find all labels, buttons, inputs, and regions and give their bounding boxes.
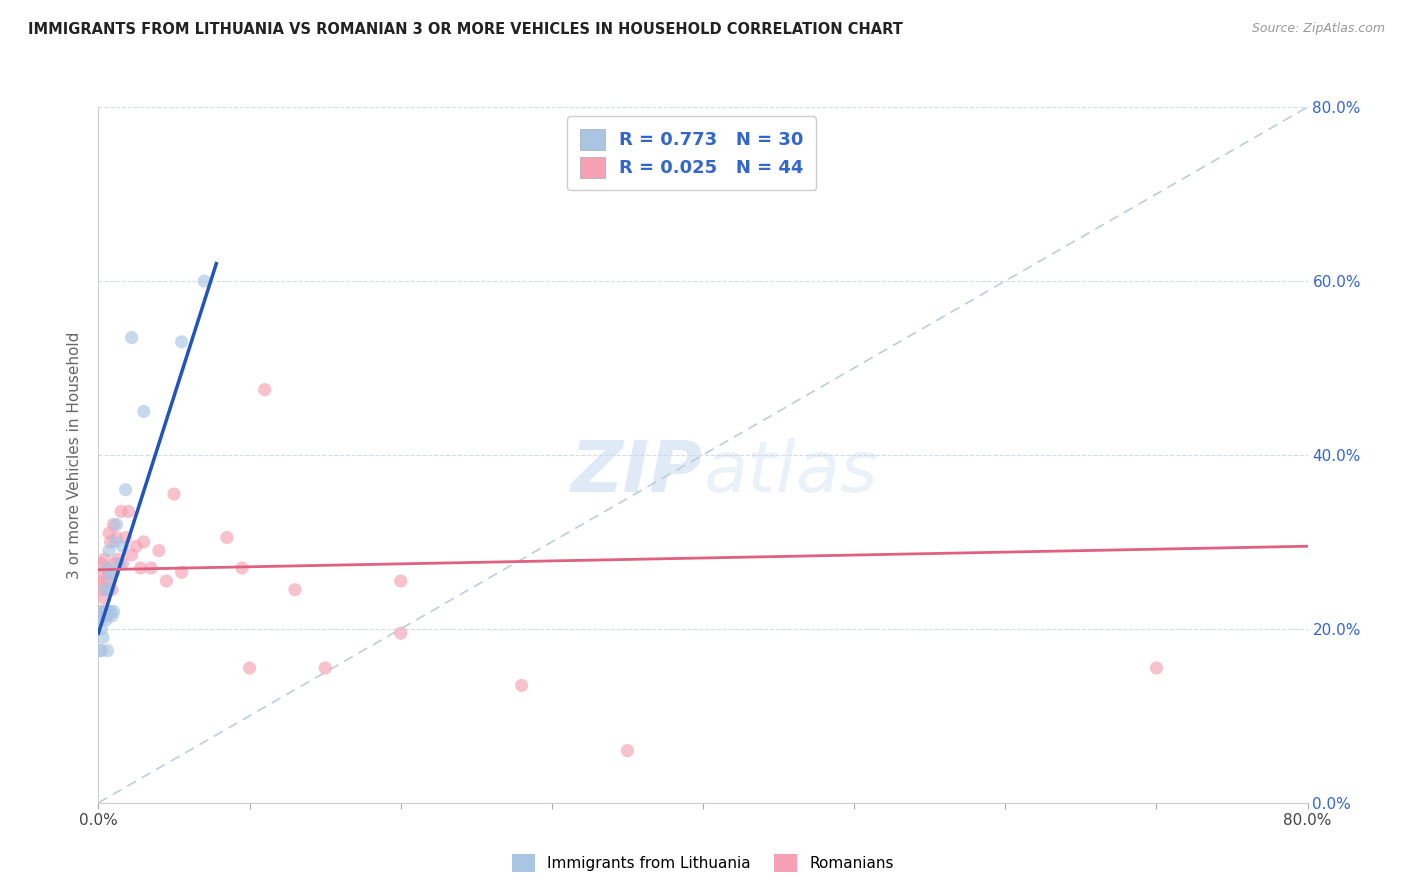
Point [100,605,122,619]
Point [284,582,307,597]
Point [89,613,111,627]
Point [114,483,136,497]
Text: atlas: atlas [703,438,877,507]
Point [98,526,121,541]
Point [91,631,114,645]
Point [103,566,125,580]
Y-axis label: 3 or more Vehicles in Household: 3 or more Vehicles in Household [67,331,83,579]
Point [389,626,412,640]
Point [98,582,121,597]
Point [253,383,276,397]
Point [104,534,127,549]
Point [91,605,114,619]
Point [94,582,117,597]
Point [163,487,186,501]
Point [231,561,253,575]
Point [101,582,124,597]
Point [129,561,152,575]
Point [96,643,118,657]
Text: Source: ZipAtlas.com: Source: ZipAtlas.com [1251,22,1385,36]
Point [104,557,127,571]
Point [105,517,128,532]
Point [193,274,215,288]
Point [89,570,111,584]
Point [89,605,111,619]
Point [111,539,134,553]
Point [215,531,238,545]
Point [114,531,136,545]
Point [105,531,128,545]
Point [170,566,193,580]
Point [100,570,122,584]
Point [108,557,131,571]
Point [98,605,121,619]
Point [90,643,112,657]
Legend: Immigrants from Lithuania, Romanians: Immigrants from Lithuania, Romanians [505,846,901,880]
Point [94,608,117,623]
Point [93,605,115,619]
Point [96,608,118,623]
Point [118,504,141,518]
Point [111,557,134,571]
Point [314,661,336,675]
Point [389,574,412,588]
Legend: R = 0.773   N = 30, R = 0.025   N = 44: R = 0.773 N = 30, R = 0.025 N = 44 [567,116,817,190]
Point [94,613,117,627]
Point [94,582,117,597]
Point [101,608,124,623]
Point [98,566,121,580]
Point [91,608,114,623]
Point [100,534,122,549]
Point [94,561,117,575]
Point [96,574,118,588]
Point [148,543,170,558]
Point [616,744,638,758]
Point [93,591,115,606]
Point [103,517,125,532]
Point [239,661,262,675]
Point [96,561,118,575]
Text: IMMIGRANTS FROM LITHUANIA VS ROMANIAN 3 OR MORE VEHICLES IN HOUSEHOLD CORRELATIO: IMMIGRANTS FROM LITHUANIA VS ROMANIAN 3 … [28,22,903,37]
Point [1144,661,1167,675]
Point [141,561,163,575]
Point [107,552,129,566]
Point [98,543,121,558]
Point [93,608,115,623]
Point [90,557,112,571]
Point [103,605,125,619]
Point [91,574,114,588]
Point [121,548,143,562]
Point [93,552,115,566]
Point [89,643,111,657]
Text: ZIP: ZIP [571,438,703,507]
Point [155,574,177,588]
Point [121,330,143,344]
Point [510,678,533,692]
Point [170,334,193,349]
Point [110,504,132,518]
Point [90,622,112,636]
Point [125,539,148,553]
Point [132,534,155,549]
Point [90,582,112,597]
Point [132,404,155,418]
